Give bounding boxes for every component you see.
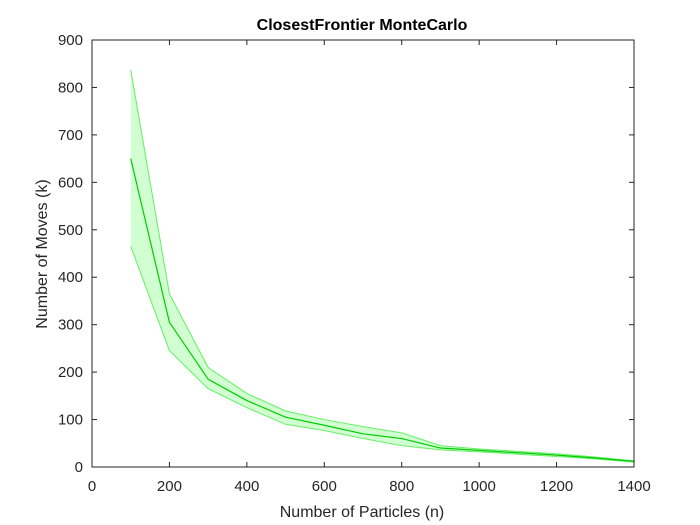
chart-title: ClosestFrontier MonteCarlo — [257, 17, 468, 34]
x-tick-label: 200 — [157, 478, 182, 495]
x-tick-label: 0 — [88, 478, 96, 495]
y-tick-label: 200 — [58, 364, 83, 381]
mean-line — [130, 158, 635, 462]
y-tick-label: 700 — [58, 127, 83, 144]
x-tick-label: 400 — [234, 478, 259, 495]
y-tick-label: 500 — [58, 222, 83, 239]
y-tick-label: 600 — [58, 174, 83, 191]
x-tick-label: 800 — [389, 478, 414, 495]
axes-box — [91, 39, 635, 468]
x-axis-label: Number of Particles (n) — [280, 504, 445, 521]
plot-area — [130, 69, 635, 463]
band-upper-edge — [130, 69, 635, 462]
y-axis-label: Number of Moves (k) — [34, 179, 51, 328]
y-tick-label: 100 — [58, 412, 83, 429]
y-tick-label: 0 — [75, 459, 83, 476]
x-tick-label: 1200 — [540, 478, 573, 495]
y-tick-label: 800 — [58, 79, 83, 96]
y-tick-label: 300 — [58, 317, 83, 334]
x-tick-label: 1400 — [617, 478, 650, 495]
y-tick-label: 400 — [58, 269, 83, 286]
x-tick-label: 1000 — [462, 478, 495, 495]
x-tick-label: 600 — [312, 478, 337, 495]
axes: 0 200 400 600 800 1000 1200 1400 0 100 200 300 400 50… — [58, 32, 651, 495]
band-lower-edge — [130, 246, 635, 463]
y-tick-label: 900 — [58, 32, 83, 49]
